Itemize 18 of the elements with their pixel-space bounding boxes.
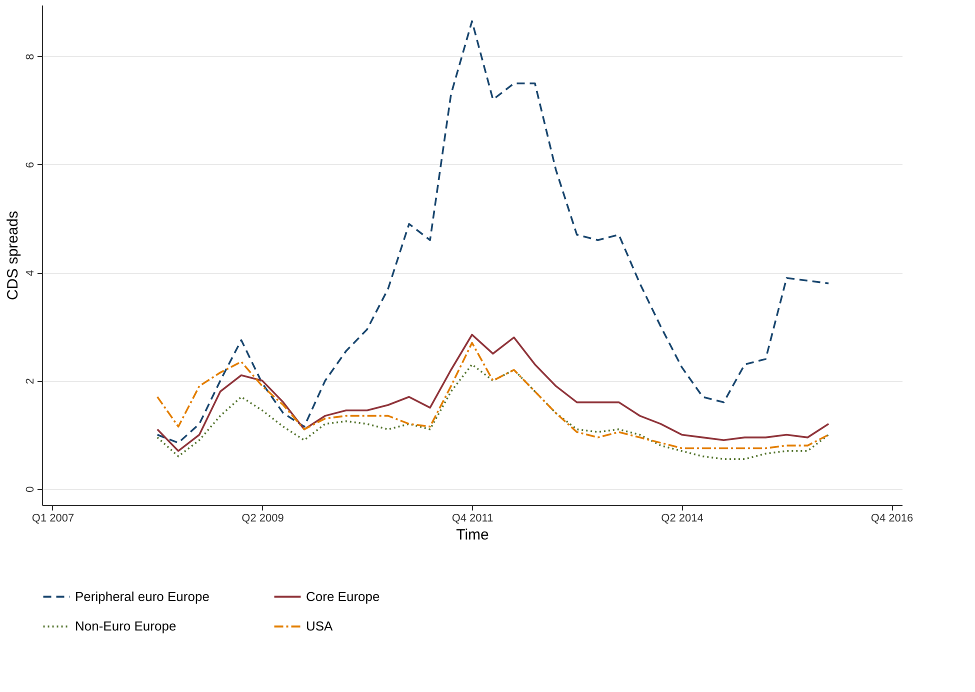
y-tick-label: 0	[24, 486, 36, 492]
legend-label: Peripheral euro Europe	[75, 588, 210, 604]
legend-label: Core Europe	[306, 588, 380, 604]
x-tick-label: Q2 2014	[661, 512, 704, 524]
x-axis-title: Time	[456, 526, 489, 544]
x-tick-label: Q2 2009	[242, 512, 284, 524]
x-tick-label: Q4 2011	[452, 512, 494, 524]
line-series	[156, 364, 830, 460]
y-axis-title: CDS spreads	[4, 210, 22, 300]
legend-label: USA	[306, 618, 334, 634]
x-tick-label: Q1 2007	[32, 512, 74, 524]
y-tick-label: 4	[24, 270, 36, 276]
y-tick-label: 8	[24, 54, 36, 60]
line-series	[156, 20, 830, 444]
x-tick-label: Q4 2016	[870, 512, 914, 524]
y-tick-label: 2	[24, 378, 36, 384]
legend-label: Non-Euro Europe	[75, 618, 176, 634]
y-tick-label: 6	[24, 162, 36, 168]
